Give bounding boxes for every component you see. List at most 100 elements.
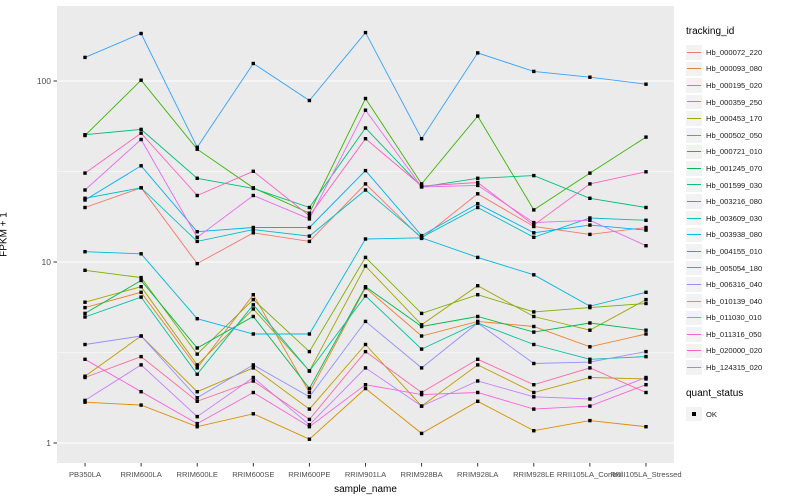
y-tick-label: 10 [42,257,52,267]
data-point-marker [476,114,480,118]
data-point-marker [251,332,255,336]
data-point-marker [532,330,536,334]
data-point-marker [532,220,536,225]
data-point-marker [307,417,312,422]
data-point-marker [307,425,312,429]
data-point-marker [195,147,199,151]
data-point-marker [588,397,592,401]
data-point-marker [195,425,199,429]
data-point-marker [195,421,199,426]
legend-key-swatch [686,293,702,309]
data-point-marker [139,31,143,36]
data-point-marker [644,297,648,302]
y-tick-label: 100 [37,76,51,86]
data-point-marker [251,314,255,319]
data-point-marker [644,375,648,380]
legend-entry-Hb_000502_050: Hb_000502_050 [686,127,798,144]
data-point-marker [139,278,143,283]
legend-entry-Hb_005054_180: Hb_005054_180 [686,260,798,277]
legend-entry-label: Hb_000195_020 [706,80,763,90]
data-point-marker [251,390,255,395]
data-point-marker [307,217,312,221]
data-point-marker [83,300,87,304]
data-point-marker [588,75,592,79]
data-point-marker [532,208,536,212]
data-point-marker [363,126,368,130]
data-point-marker [476,180,480,185]
data-point-marker [588,328,592,332]
data-point-marker [644,225,648,230]
data-point-marker [476,176,480,180]
legend-key-swatch [686,360,702,375]
data-point-marker [83,400,87,404]
data-point-marker [419,182,424,186]
legend-entry-Hb_011316_050: Hb_011316_050 [686,326,798,343]
data-point-marker [363,285,368,289]
data-point-marker [644,205,648,210]
data-point-marker [139,363,143,367]
legend-key-swatch [686,128,702,143]
data-point-marker [588,218,592,222]
data-point-marker [419,311,424,316]
data-point-marker [532,429,536,433]
data-point-marker [195,399,199,403]
data-point-marker [476,202,480,206]
square-point-icon [692,412,696,417]
legend-entry-Hb_000721_010: Hb_000721_010 [686,144,798,161]
legend-key-swatch [686,94,702,110]
line-swatch-icon [687,200,701,202]
data-point-marker [195,372,199,376]
data-point-marker [363,264,368,268]
data-point-marker [363,383,368,387]
data-point-marker [588,196,592,200]
data-point-marker [307,98,312,103]
data-point-marker [532,310,536,314]
data-point-marker [419,366,424,370]
legend-key-swatch [686,327,702,342]
x-tick-label: PB350LA [69,470,102,479]
legend-entry-Hb_003609_030: Hb_003609_030 [686,210,798,227]
data-point-marker [195,235,199,239]
data-point-marker [307,386,312,391]
y-axis-title: FPKM + 1 [0,212,10,257]
data-point-marker [83,268,87,272]
legend-entry-Hb_000453_170: Hb_000453_170 [686,110,798,127]
line-swatch-icon [687,101,701,103]
data-point-marker [139,137,143,142]
data-point-marker [419,233,424,238]
data-point-marker [139,295,143,299]
line-swatch-icon [687,151,701,153]
legend-entry-Hb_010139_040: Hb_010139_040 [686,293,798,310]
legend-entry-label: Hb_011030_010 [706,313,762,323]
data-point-marker [532,231,536,235]
data-point-marker [588,360,592,364]
data-point-marker [139,252,143,256]
x-tick-label: RRIM901LA [345,470,387,479]
legend-entry-label: Hb_011316_050 [706,329,762,339]
legend-entry-label: Hb_000072_220 [706,47,763,57]
data-point-marker [139,186,143,190]
data-point-marker [307,205,312,210]
legend-entry-Hb_000093_080: Hb_000093_080 [686,61,798,78]
line-swatch-icon [687,134,701,136]
data-point-marker [476,321,480,325]
data-point-marker [644,349,648,354]
data-point-marker [195,317,199,321]
line-swatch-icon [687,234,701,236]
line-swatch-icon [687,184,701,186]
data-point-marker [532,273,536,277]
legend-key-swatch [686,343,702,359]
data-point-marker [251,193,255,198]
legend-key-swatch [686,61,702,77]
data-point-marker [251,186,255,191]
legend-entry-Hb_004155_010: Hb_004155_010 [686,243,798,260]
legend-entry-Hb_006316_040: Hb_006316_040 [686,276,798,293]
data-point-marker [644,290,648,294]
data-point-marker [307,437,312,441]
data-point-marker [644,390,648,395]
data-point-marker [476,284,480,288]
data-point-marker [307,225,312,230]
data-point-marker [195,366,199,370]
data-point-marker [195,261,199,266]
legend-entry-quant-ok: OK [686,406,798,423]
